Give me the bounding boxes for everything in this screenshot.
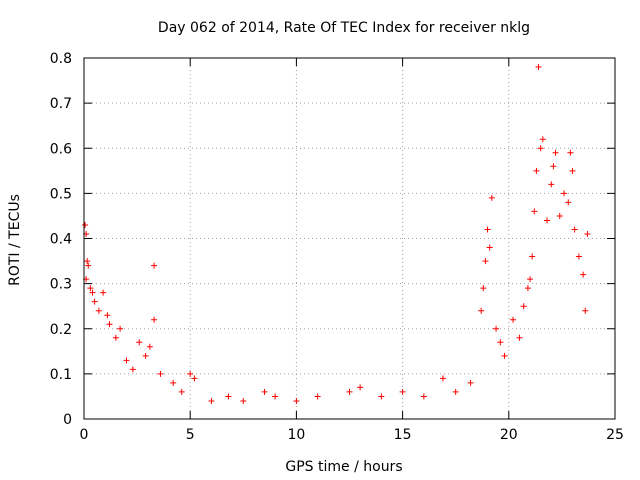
data-point (565, 199, 572, 206)
data-point (314, 393, 321, 400)
data-point (510, 316, 517, 323)
data-point (208, 397, 215, 404)
data-point (539, 136, 546, 143)
data-point (170, 379, 177, 386)
data-point (106, 321, 113, 328)
data-point (142, 352, 149, 359)
y-tick-label: 0.8 (50, 51, 72, 67)
y-tick-label: 0.7 (50, 96, 72, 112)
grid (84, 58, 615, 419)
data-point (527, 276, 534, 283)
data-point (187, 370, 194, 377)
data-point (537, 145, 544, 152)
data-point (89, 289, 96, 296)
data-point (178, 388, 185, 395)
data-point (556, 212, 563, 219)
y-tick-label: 0.3 (50, 277, 72, 293)
data-point (548, 181, 555, 188)
data-point (482, 258, 489, 265)
y-tick-label: 0.6 (50, 141, 72, 157)
x-tick-label: 5 (186, 427, 195, 443)
x-tick-label: 25 (606, 427, 624, 443)
data-point (357, 384, 364, 391)
data-point (488, 194, 495, 201)
data-point (484, 226, 491, 233)
data-point (146, 343, 153, 350)
data-point (91, 298, 98, 305)
data-point (157, 370, 164, 377)
data-point (151, 262, 158, 269)
x-axis-label: GPS time / hours (285, 459, 402, 475)
data-point (84, 258, 91, 265)
data-point (95, 307, 102, 314)
data-point (104, 312, 111, 319)
data-point (100, 289, 107, 296)
y-tick-label: 0.5 (50, 186, 72, 202)
data-point (112, 334, 119, 341)
data-point (533, 167, 540, 174)
data-point (544, 217, 551, 224)
data-point (561, 190, 568, 197)
data-point (497, 339, 504, 346)
data-point (82, 221, 89, 228)
y-tick-label: 0 (63, 412, 72, 428)
data-point (136, 339, 143, 346)
data-point (501, 352, 508, 359)
data-point (567, 149, 574, 156)
data-point (552, 149, 559, 156)
data-point (261, 388, 268, 395)
data-point (240, 397, 247, 404)
data-point (346, 388, 353, 395)
data-point (550, 163, 557, 170)
data-point (524, 285, 531, 292)
data-point (420, 393, 427, 400)
data-point (293, 397, 300, 404)
data-point (87, 285, 94, 292)
x-tick-label: 20 (500, 427, 518, 443)
axis-ticks: 0 5 10 15 20 25 0 0.1 0.2 0.3 0.4 0.5 0.6 0.7 0.8 (50, 51, 624, 443)
y-axis-label: ROTI / TECUs (7, 194, 23, 286)
data-point (151, 316, 158, 323)
y-tick-label: 0.2 (50, 322, 72, 338)
x-tick-label: 0 (80, 427, 89, 443)
data-point (399, 388, 406, 395)
data-point (85, 262, 92, 269)
y-tick-label: 0.4 (50, 232, 72, 248)
data-point (531, 208, 538, 215)
x-tick-label: 10 (287, 427, 305, 443)
data-point (571, 226, 578, 233)
data-points (82, 64, 591, 404)
data-point (535, 64, 542, 71)
data-point (191, 375, 198, 382)
data-point (580, 271, 587, 278)
data-point (584, 230, 591, 237)
data-point (520, 303, 527, 310)
data-point (452, 388, 459, 395)
data-point (516, 334, 523, 341)
chart-title: Day 062 of 2014, Rate Of TEC Index for r… (158, 20, 530, 36)
data-point (225, 393, 232, 400)
data-point (439, 375, 446, 382)
data-point (123, 357, 130, 364)
plot-frame (83, 57, 616, 420)
data-point (129, 366, 136, 373)
data-point (582, 307, 589, 314)
data-point (480, 285, 487, 292)
data-point (272, 393, 279, 400)
data-point (486, 244, 493, 251)
data-point (478, 307, 485, 314)
data-point (117, 325, 124, 332)
data-point (529, 253, 536, 260)
data-point (378, 393, 385, 400)
x-tick-label: 15 (394, 427, 412, 443)
data-point (569, 167, 576, 174)
data-point (467, 379, 474, 386)
data-point (575, 253, 582, 260)
y-tick-label: 0.1 (50, 367, 72, 383)
data-point (493, 325, 500, 332)
